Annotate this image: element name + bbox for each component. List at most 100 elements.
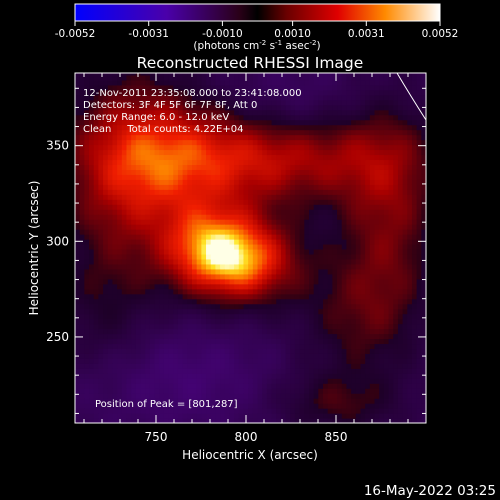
heatmap-cell [187, 94, 193, 101]
heatmap-cell [229, 149, 235, 156]
heatmap-cell [266, 124, 273, 131]
heatmap-cell [112, 154, 118, 161]
heatmap-cell [388, 413, 394, 419]
heatmap-cell [379, 199, 385, 205]
heatmap-cell [135, 189, 142, 195]
heatmap-cell [266, 79, 273, 86]
heatmap-cell [383, 353, 390, 359]
heatmap-cell [388, 73, 394, 76]
heatmap-cell [397, 109, 404, 116]
heatmap-cell [360, 363, 366, 369]
heatmap-cell [229, 398, 235, 404]
heatmap-cell [98, 84, 104, 91]
heatmap-cell [112, 89, 118, 96]
heatmap-cell [271, 154, 277, 161]
heatmap-cell [290, 408, 296, 414]
heatmap-cell [220, 308, 226, 315]
heatmap-cell [79, 338, 85, 345]
heatmap-cell [196, 338, 202, 345]
heatmap-cell [351, 273, 357, 280]
heatmap-cell [229, 94, 235, 101]
heatmap-cell [337, 73, 343, 76]
heatmap-cell [206, 248, 212, 255]
heatmap-cell [84, 403, 90, 409]
heatmap-cell [252, 328, 259, 335]
heatmap-cell [168, 199, 174, 205]
heatmap-cell [383, 363, 390, 369]
heatmap-cell [276, 308, 282, 315]
heatmap-cell [248, 179, 254, 185]
heatmap-cell [266, 388, 273, 394]
heatmap-cell [266, 268, 273, 275]
heatmap-cell [243, 348, 249, 354]
heatmap-cell [327, 338, 333, 345]
heatmap-cell [112, 318, 118, 325]
heatmap-cell [135, 413, 142, 419]
heatmap-cell [224, 408, 231, 414]
heatmap-cell [103, 154, 109, 161]
heatmap-cell [117, 363, 123, 369]
heatmap-cell [238, 253, 245, 260]
heatmap-cell [192, 418, 198, 423]
heatmap-cell [192, 94, 198, 101]
heatmap-cell [140, 109, 146, 116]
heatmap-cell [290, 343, 296, 350]
heatmap-cell [337, 134, 343, 141]
heatmap-cell [173, 209, 179, 215]
heatmap-cell [299, 268, 305, 275]
heatmap-cell [154, 373, 160, 379]
heatmap-cell [201, 293, 207, 300]
heatmap-cell [177, 229, 184, 235]
heatmap-cell [131, 318, 137, 325]
heatmap-cell [383, 398, 390, 404]
heatmap-cell [379, 159, 385, 166]
heatmap-cell [112, 403, 118, 409]
heatmap-cell [234, 373, 240, 379]
heatmap-cell [276, 179, 282, 185]
heatmap-cell [168, 373, 174, 379]
heatmap-cell [220, 84, 226, 91]
heatmap-cell [323, 413, 329, 419]
heatmap-cell [168, 154, 174, 161]
heatmap-cell [238, 373, 245, 379]
heatmap-cell [145, 273, 151, 280]
heatmap-cell [206, 189, 212, 195]
heatmap-cell [238, 89, 245, 96]
heatmap-cell [271, 189, 277, 195]
heatmap-cell [117, 79, 123, 86]
heatmap-cell [229, 413, 235, 419]
heatmap-cell [117, 258, 123, 265]
heatmap-cell [304, 313, 310, 320]
heatmap-cell [206, 149, 212, 156]
heatmap-cell [365, 164, 371, 170]
heatmap-cell [163, 224, 170, 230]
heatmap-cell [332, 313, 338, 320]
heatmap-cell [159, 89, 165, 96]
heatmap-cell [346, 378, 352, 384]
heatmap-cell [346, 248, 352, 255]
heatmap-cell [84, 124, 90, 131]
heatmap-cell [360, 209, 366, 215]
heatmap-cell [79, 358, 85, 364]
heatmap-cell [98, 104, 104, 111]
heatmap-cell [388, 119, 394, 126]
heatmap-cell [84, 144, 90, 151]
heatmap-cell [238, 313, 245, 320]
heatmap-cell [75, 378, 81, 384]
heatmap-cell [89, 239, 95, 245]
heatmap-cell [93, 229, 99, 235]
heatmap-cell [149, 174, 156, 180]
heatmap-cell [262, 308, 268, 315]
heatmap-cell [112, 219, 118, 225]
heatmap-cell [220, 214, 226, 220]
heatmap-cell [192, 109, 198, 116]
heatmap-cell [168, 159, 174, 166]
heatmap-cell [79, 378, 85, 384]
heatmap-cell [351, 84, 357, 91]
heatmap-cell [294, 124, 301, 131]
heatmap-cell [276, 293, 282, 300]
heatmap-cell [341, 318, 348, 325]
heatmap-cell [262, 358, 268, 364]
heatmap-cell [355, 353, 362, 359]
heatmap-cell [299, 393, 305, 399]
